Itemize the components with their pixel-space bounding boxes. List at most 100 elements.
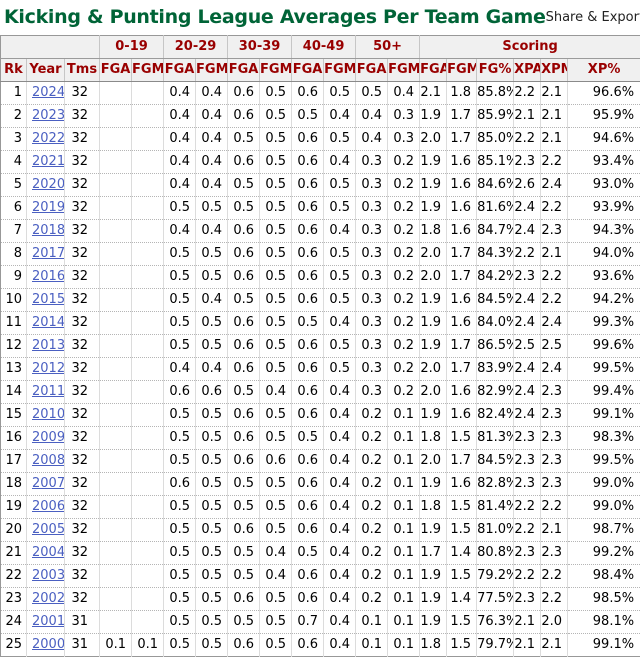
cell-year: 2000 [27,634,65,657]
cell-fgm: 0.1 [388,404,420,427]
cell-xpm: 2.5 [541,335,568,358]
cell-fga: 1.7 [420,542,447,565]
cell-fgm [132,565,164,588]
year-link[interactable]: 2001 [32,614,65,629]
cell-xpa: 2.2 [514,565,541,588]
cell-fgm: 0.4 [196,289,228,312]
cell-fga: 1.9 [420,312,447,335]
cell-xpa: 2.3 [514,427,541,450]
year-link[interactable]: 2023 [32,108,65,123]
column-header-year-1[interactable]: Year [27,59,65,82]
column-header-fga-11[interactable]: FGA [356,59,388,82]
column-header-fgm-4[interactable]: FGM [132,59,164,82]
cell-xppct: 99.3% [568,312,640,335]
cell-fgm: 0.5 [260,220,292,243]
cell-fgm: 0.5 [196,473,228,496]
column-header-xpa-16[interactable]: XPA [514,59,541,82]
cell-rk: 4 [1,151,27,174]
cell-fgm [132,289,164,312]
cell-fgm [132,358,164,381]
year-link[interactable]: 2007 [32,476,65,491]
cell-year: 2001 [27,611,65,634]
cell-fga: 0.6 [292,335,324,358]
cell-fga: 0.6 [228,404,260,427]
cell-fgm [132,197,164,220]
cell-fgm [132,427,164,450]
share-export-menu[interactable]: Share & Export [546,10,640,26]
year-link[interactable]: 2013 [32,338,65,353]
cell-fgm: 0.2 [388,335,420,358]
cell-fgm: 0.2 [388,266,420,289]
column-header-fga-9[interactable]: FGA [292,59,324,82]
year-link[interactable]: 2018 [32,223,65,238]
year-link[interactable]: 2020 [32,177,65,192]
column-header-fgm-12[interactable]: FGM [388,59,420,82]
column-header-fga-7[interactable]: FGA [228,59,260,82]
cell-fga [100,220,132,243]
year-link[interactable]: 2014 [32,315,65,330]
year-link[interactable]: 2000 [32,637,65,652]
column-header-fga-3[interactable]: FGA [100,59,132,82]
year-link[interactable]: 2017 [32,246,65,261]
cell-tms: 32 [65,473,100,496]
page-title: Kicking & Punting League Averages Per Te… [4,6,546,28]
column-header-fga-5[interactable]: FGA [164,59,196,82]
cell-fgm: 0.1 [388,611,420,634]
cell-tms: 31 [65,634,100,657]
cell-tms: 32 [65,151,100,174]
column-header-fgm-10[interactable]: FGM [324,59,356,82]
year-link[interactable]: 2002 [32,591,65,606]
cell-fga: 1.9 [420,174,447,197]
cell-fgm: 0.5 [196,634,228,657]
cell-tms: 32 [65,174,100,197]
year-link[interactable]: 2006 [32,499,65,514]
cell-fgm: 0.1 [388,450,420,473]
column-header-fga-13[interactable]: FGA [420,59,447,82]
year-link[interactable]: 2019 [32,200,65,215]
cell-year: 2023 [27,105,65,128]
column-header-xppct-18[interactable]: XP% [568,59,640,82]
cell-xpm: 2.1 [541,105,568,128]
column-header-tms-2[interactable]: Tms [65,59,100,82]
cell-fgm: 0.1 [388,496,420,519]
year-link[interactable]: 2024 [32,85,65,100]
year-link[interactable]: 2005 [32,522,65,537]
cell-fga: 0.6 [292,151,324,174]
column-header-fgm-8[interactable]: FGM [260,59,292,82]
cell-fgm: 0.5 [260,197,292,220]
cell-tms: 32 [65,220,100,243]
cell-fga: 0.3 [356,312,388,335]
cell-fga: 0.7 [292,611,324,634]
cell-fga [100,266,132,289]
cell-fgm: 0.1 [388,565,420,588]
year-link[interactable]: 2003 [32,568,65,583]
column-header-fgm-6[interactable]: FGM [196,59,228,82]
cell-fga: 0.2 [356,450,388,473]
column-header-fgm-14[interactable]: FGM [447,59,477,82]
cell-fga: 0.3 [356,174,388,197]
year-link[interactable]: 2009 [32,430,65,445]
year-link[interactable]: 2010 [32,407,65,422]
cell-fgm [132,335,164,358]
year-link[interactable]: 2015 [32,292,65,307]
cell-fgm: 0.4 [196,82,228,105]
cell-xpm: 2.1 [541,634,568,657]
year-link[interactable]: 2022 [32,131,65,146]
column-header-rk-0[interactable]: Rk [1,59,27,82]
cell-fga [100,473,132,496]
year-link[interactable]: 2016 [32,269,65,284]
column-header-xpm-17[interactable]: XPM [541,59,568,82]
cell-fgm [132,128,164,151]
column-header-fgpct-15[interactable]: FG% [477,59,514,82]
year-link[interactable]: 2008 [32,453,65,468]
year-link[interactable]: 2021 [32,154,65,169]
cell-fga: 0.5 [228,174,260,197]
year-link[interactable]: 2011 [32,384,65,399]
year-link[interactable]: 2004 [32,545,65,560]
cell-fga: 0.1 [356,611,388,634]
cell-fgm: 0.5 [324,289,356,312]
year-link[interactable]: 2012 [32,361,65,376]
